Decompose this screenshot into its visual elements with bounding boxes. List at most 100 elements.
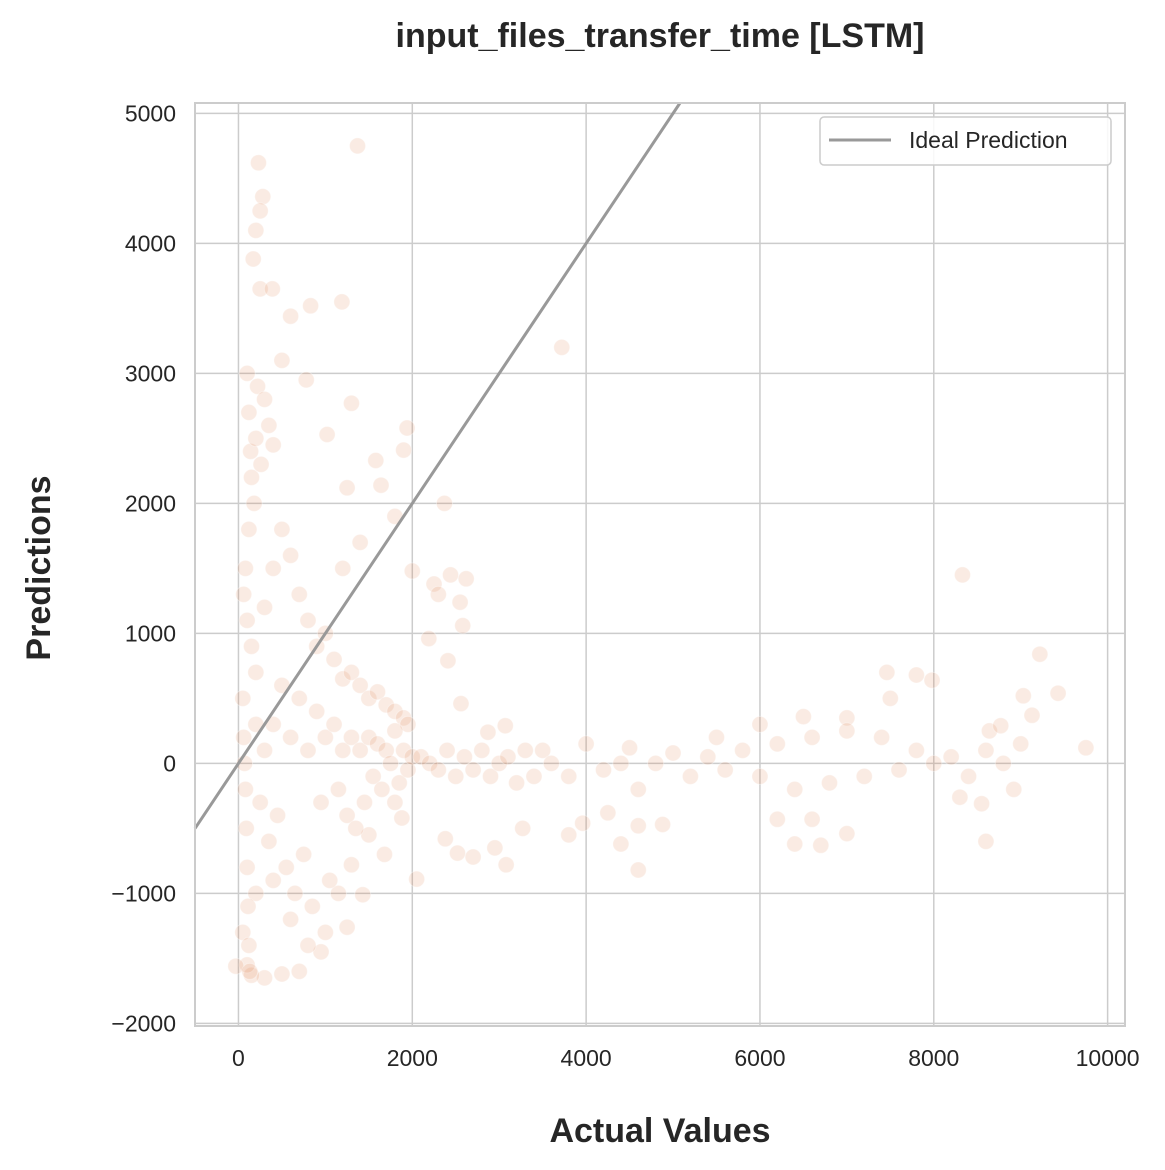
- scatter-point: [560, 826, 578, 844]
- scatter-point: [542, 754, 560, 772]
- scatter-point: [1031, 645, 1049, 663]
- ideal-line-group: [193, 102, 682, 830]
- scatter-point: [386, 702, 404, 720]
- scatter-point: [329, 884, 347, 902]
- scatter-point: [237, 819, 255, 837]
- scatter-point: [273, 520, 291, 538]
- scatter-point: [408, 870, 426, 888]
- x-tick-label: 2000: [387, 1045, 438, 1071]
- scatter-point: [439, 652, 457, 670]
- scatter-point: [612, 835, 630, 853]
- scatter-point: [960, 767, 978, 785]
- scatter-point: [751, 767, 769, 785]
- scatter-point: [907, 666, 925, 684]
- plot-background: [195, 103, 1125, 1026]
- plot-area: [193, 102, 1126, 1027]
- scatter-point: [263, 280, 281, 298]
- scatter-point: [282, 910, 300, 928]
- scatter-point: [647, 754, 665, 772]
- scatter-point: [479, 723, 497, 741]
- scatter-point: [297, 371, 315, 389]
- scatter-point: [334, 741, 352, 759]
- scatter-point: [249, 154, 267, 172]
- x-tick-label: 10000: [1076, 1045, 1140, 1071]
- scatter-point: [238, 956, 256, 974]
- scatter-point: [794, 708, 812, 726]
- scatter-point: [245, 494, 263, 512]
- scatter-point: [295, 845, 313, 863]
- scatter-point: [612, 754, 630, 772]
- scatter-point: [325, 715, 343, 733]
- scatter-point: [786, 835, 804, 853]
- scatter-point: [951, 788, 969, 806]
- scatter-point: [482, 767, 500, 785]
- scatter-point: [786, 780, 804, 798]
- scatter-point: [360, 826, 378, 844]
- scatter-point: [316, 728, 334, 746]
- y-tick-label: 5000: [125, 100, 176, 126]
- scatter-point: [234, 689, 252, 707]
- legend-label: Ideal Prediction: [909, 127, 1068, 153]
- scatter-point: [247, 884, 265, 902]
- scatter-point: [334, 559, 352, 577]
- scatter-point: [907, 741, 925, 759]
- scatter-point: [838, 825, 856, 843]
- scatter-point: [425, 575, 443, 593]
- scatter-point: [251, 793, 269, 811]
- scatter-point: [654, 816, 672, 833]
- scatter-point: [382, 754, 400, 772]
- scatter-point: [251, 280, 269, 298]
- scatter-point: [923, 671, 941, 689]
- scatter-point: [242, 468, 260, 486]
- scatter-point: [247, 663, 265, 681]
- scatter-point: [925, 754, 943, 772]
- scatter-point: [282, 546, 300, 564]
- scatter-point: [534, 741, 552, 759]
- scatter-point: [367, 452, 385, 469]
- scatter-point: [273, 351, 291, 369]
- scatter-point: [412, 748, 430, 766]
- scatter-point: [249, 377, 267, 395]
- scatter-point: [664, 744, 682, 762]
- scatter-point: [553, 338, 571, 356]
- scatter-point: [577, 735, 595, 753]
- scatter-point: [303, 897, 321, 915]
- scatter-point: [707, 728, 725, 746]
- scatter-point: [447, 767, 465, 785]
- scatter-point: [282, 728, 300, 746]
- scatter-point: [429, 585, 447, 603]
- scatter-point: [241, 962, 259, 980]
- scatter-point: [403, 562, 421, 580]
- scatter-point: [373, 780, 391, 798]
- scatter-point: [1005, 780, 1023, 798]
- scatter-point: [347, 819, 365, 837]
- scatter-point: [490, 754, 508, 772]
- scatter-point: [239, 897, 257, 915]
- scatter-point: [977, 741, 995, 759]
- scatter-point: [890, 761, 908, 779]
- scatter-point: [395, 709, 413, 727]
- scatter-point: [812, 836, 830, 854]
- scatter-point: [508, 774, 526, 792]
- scatter-point: [455, 748, 473, 766]
- scatter-point: [351, 533, 369, 551]
- scatter-point: [256, 741, 274, 759]
- scatter-point: [398, 419, 416, 437]
- y-axis-label: Predictions: [20, 475, 58, 660]
- scatter-point: [236, 559, 254, 577]
- y-tick-label: 0: [163, 750, 176, 776]
- scatter-point: [240, 936, 258, 954]
- scatter-point: [499, 748, 517, 766]
- scatter-point: [299, 741, 317, 759]
- scatter-point: [247, 429, 265, 447]
- scatter-point: [803, 810, 821, 828]
- x-tick-label: 6000: [734, 1045, 785, 1071]
- scatter-point: [364, 767, 382, 785]
- scatter-point: [514, 819, 532, 837]
- scatter-point: [629, 780, 647, 798]
- scatter-point: [277, 858, 295, 876]
- scatter-point: [342, 856, 360, 874]
- scatter-point: [329, 780, 347, 798]
- scatter-point: [429, 761, 447, 779]
- scatter-point: [448, 844, 466, 862]
